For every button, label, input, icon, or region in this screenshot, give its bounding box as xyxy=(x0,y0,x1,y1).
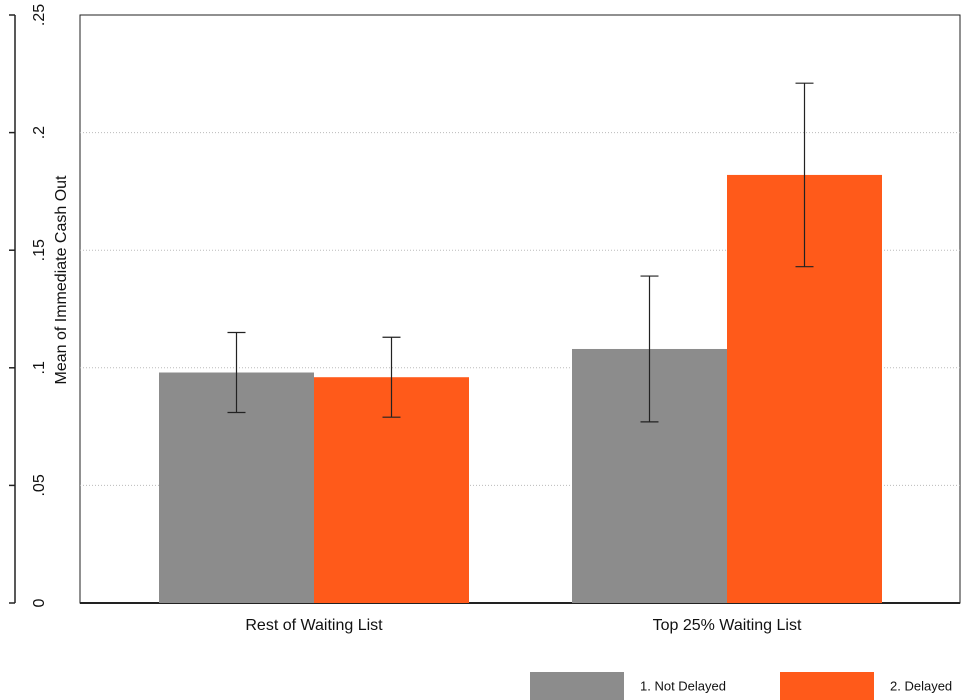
error-bar xyxy=(640,275,659,423)
legend-swatch xyxy=(530,672,624,700)
y-tick-label: .15 xyxy=(31,239,48,261)
y-tick-label: .1 xyxy=(31,361,48,374)
x-tick-label: Top 25% Waiting List xyxy=(653,617,802,634)
y-tick-label: .05 xyxy=(31,474,48,496)
legend-label: 2. Delayed xyxy=(890,678,952,693)
error-bar xyxy=(382,336,401,418)
y-tick-label: .2 xyxy=(31,126,48,139)
error-bar xyxy=(227,331,246,414)
legend-swatch xyxy=(780,672,874,700)
y-axis-title: Mean of Immediate Cash Out xyxy=(53,175,70,385)
x-tick-label: Rest of Waiting List xyxy=(245,617,383,634)
legend-label: 1. Not Delayed xyxy=(640,678,726,693)
error-bar xyxy=(795,82,814,268)
y-tick-label: 0 xyxy=(31,598,48,607)
y-tick-label: .25 xyxy=(31,4,48,26)
